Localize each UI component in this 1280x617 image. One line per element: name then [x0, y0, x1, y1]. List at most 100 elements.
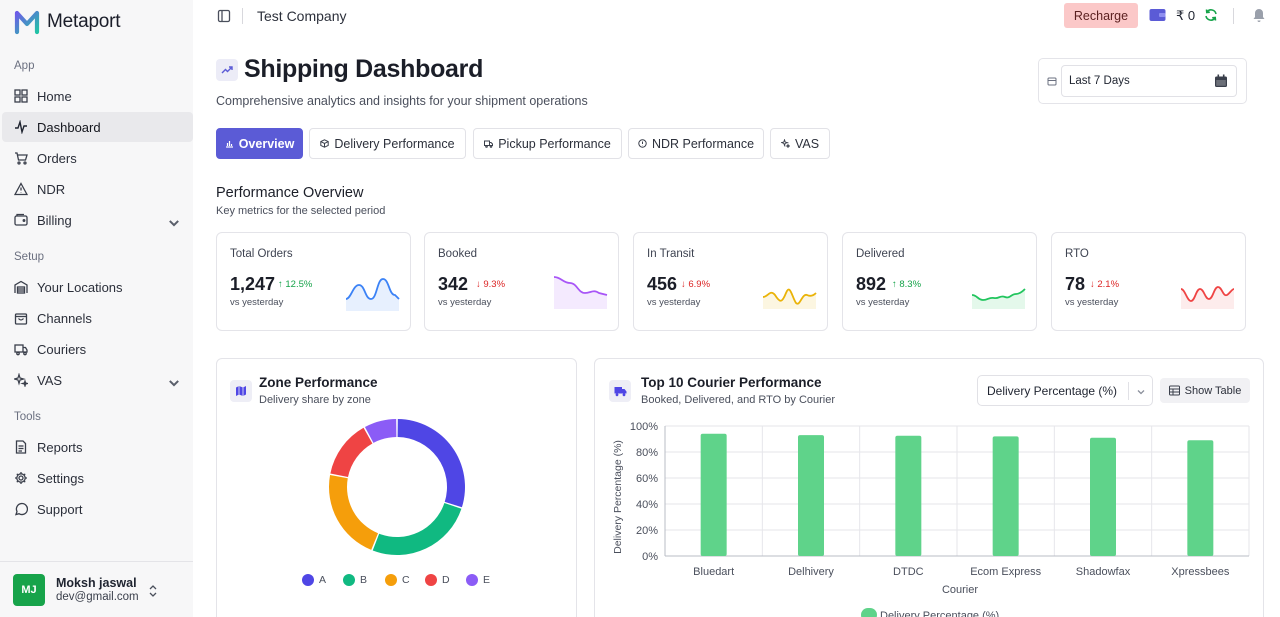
- legend-item-b[interactable]: B: [343, 574, 367, 586]
- bar-dtdc[interactable]: [895, 435, 922, 556]
- kpi-label: Booked: [438, 248, 478, 260]
- sidebar-item-settings[interactable]: Settings: [2, 463, 193, 493]
- sidebar-item-orders[interactable]: Orders: [2, 143, 193, 173]
- tab-overview[interactable]: Overview: [216, 128, 303, 159]
- kpi-label: In Transit: [647, 248, 695, 260]
- legend-item-e[interactable]: E: [466, 574, 490, 586]
- user-email: dev@gmail.com: [56, 590, 139, 603]
- legend-dot: [466, 574, 478, 586]
- tab-ndr-performance[interactable]: NDR Performance: [628, 128, 764, 159]
- wallet-icon[interactable]: [1149, 8, 1166, 22]
- divider: [1233, 8, 1234, 24]
- sidebar-item-vas[interactable]: VAS: [2, 365, 193, 395]
- sidebar-item-label: Support: [37, 501, 83, 517]
- legend-swatch: [861, 608, 877, 617]
- recharge-button[interactable]: Recharge: [1064, 3, 1138, 28]
- sidebar-item-label: Channels: [37, 310, 92, 326]
- date-range-value: Last 7 Days: [1069, 75, 1130, 87]
- kpi-note: vs yesterday: [230, 297, 284, 308]
- page-title: Shipping Dashboard: [244, 55, 484, 83]
- sidebar-item-dashboard[interactable]: Dashboard: [2, 112, 193, 142]
- show-table-button[interactable]: Show Table: [1160, 378, 1250, 403]
- bell-icon[interactable]: [1252, 8, 1266, 23]
- legend-label: D: [442, 574, 450, 586]
- sidebar-item-label: Reports: [37, 439, 83, 455]
- y-tick-label: 100%: [630, 421, 658, 433]
- gear-icon: [15, 472, 27, 484]
- kpi-value: 1,247: [230, 274, 276, 294]
- avatar: MJ: [13, 573, 45, 606]
- donut-slice-e: [364, 419, 397, 443]
- user-menu[interactable]: MJ Moksh jaswal dev@gmail.com: [0, 561, 193, 617]
- sidebar-item-reports[interactable]: Reports: [2, 432, 193, 462]
- kpi-label: RTO: [1065, 248, 1089, 260]
- bar-bluedart[interactable]: [700, 433, 727, 556]
- chevron-down-icon: [169, 380, 179, 387]
- divider: [1128, 382, 1129, 400]
- kpi-change: ↑ 8.3%: [892, 279, 922, 290]
- date-range-select[interactable]: Last 7 Days: [1061, 65, 1237, 97]
- y-tick-label: 20%: [636, 525, 658, 537]
- warehouse-icon: [14, 280, 28, 294]
- bar-delhivery[interactable]: [798, 435, 824, 556]
- activity-icon: [15, 120, 27, 134]
- refresh-icon[interactable]: [1204, 8, 1218, 22]
- bar-xpressbees[interactable]: [1187, 440, 1214, 556]
- x-tick-label: Xpressbees: [1171, 566, 1230, 578]
- legend-item-c[interactable]: C: [385, 574, 410, 586]
- kpi-change: ↑ 12.5%: [278, 279, 313, 290]
- sparkles-icon: [780, 139, 790, 148]
- sidebar-item-ndr[interactable]: NDR: [2, 174, 193, 204]
- metric-select[interactable]: Delivery Percentage (%): [977, 375, 1153, 406]
- legend-item-a[interactable]: A: [302, 574, 326, 586]
- sidebar-item-billing[interactable]: Billing: [2, 205, 193, 235]
- trending-up-icon: [216, 59, 238, 81]
- kpi-value: 456: [647, 274, 678, 294]
- sidebar-item-home[interactable]: Home: [2, 81, 193, 111]
- x-tick-label: Ecom Express: [970, 566, 1041, 578]
- kpi-value: 78: [1065, 274, 1086, 294]
- wallet-icon: [14, 213, 28, 226]
- tab-delivery-performance[interactable]: Delivery Performance: [309, 128, 466, 159]
- section-title: Performance Overview: [216, 185, 364, 201]
- sidebar-toggle-icon[interactable]: [217, 9, 231, 23]
- sidebar-item-label: Settings: [37, 470, 84, 486]
- x-tick-label: Delhivery: [788, 566, 834, 578]
- tab-pickup-performance[interactable]: Pickup Performance: [473, 128, 622, 159]
- section-label-tools: Tools: [14, 411, 41, 423]
- legend-label[interactable]: Delivery Percentage (%): [880, 610, 999, 617]
- sidebar-item-locations[interactable]: Your Locations: [2, 272, 193, 302]
- truck-icon: [14, 344, 28, 356]
- company-name[interactable]: Test Company: [257, 8, 347, 24]
- calendar-icon[interactable]: [1214, 74, 1228, 88]
- sidebar-item-label: Couriers: [37, 341, 87, 357]
- legend-label: E: [483, 574, 491, 586]
- kpi-change: ↓ 6.9%: [681, 279, 711, 290]
- y-tick-label: 0%: [642, 551, 658, 563]
- tab-label: Overview: [238, 136, 295, 151]
- kpi-note: vs yesterday: [856, 297, 910, 308]
- courier-subtitle: Booked, Delivered, and RTO by Courier: [641, 394, 836, 406]
- tab-label: NDR Performance: [651, 136, 755, 151]
- warning-icon: [14, 182, 28, 196]
- divider: [242, 8, 243, 24]
- brand[interactable]: Metaport: [14, 9, 121, 35]
- sidebar-item-support[interactable]: Support: [2, 494, 193, 524]
- bar-shadowfax[interactable]: [1090, 437, 1116, 556]
- legend-item-d[interactable]: D: [425, 574, 450, 586]
- tab-label: VAS: [794, 136, 820, 151]
- sparkline: [345, 278, 400, 311]
- bar-ecom-express[interactable]: [992, 436, 1019, 556]
- chevrons-up-down-icon[interactable]: [147, 584, 159, 598]
- message-circle-icon: [15, 502, 28, 516]
- x-tick-label: Bluedart: [693, 566, 734, 578]
- y-tick-label: 40%: [636, 499, 658, 511]
- tab-vas[interactable]: VAS: [770, 128, 830, 159]
- truck-icon: [484, 140, 494, 148]
- sidebar-item-channels[interactable]: Channels: [2, 303, 193, 333]
- sidebar-item-couriers[interactable]: Couriers: [2, 334, 193, 364]
- kpi-change: ↓ 9.3%: [476, 279, 506, 290]
- courier-performance-card: Top 10 Courier Performance Booked, Deliv…: [594, 358, 1264, 617]
- grid-icon: [14, 89, 28, 103]
- sparkline: [1180, 286, 1235, 309]
